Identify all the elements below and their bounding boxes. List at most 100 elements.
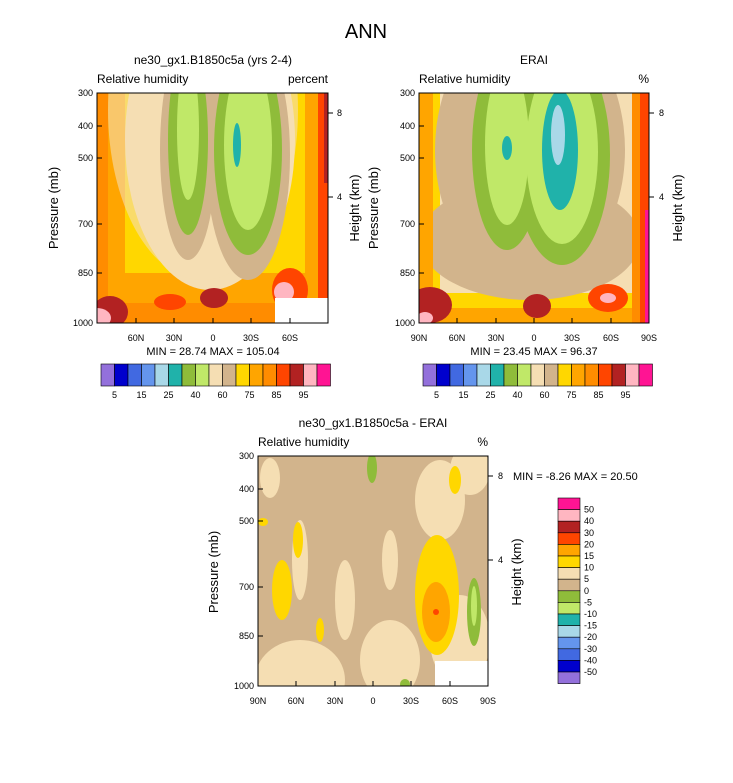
x-tick-label: 90S (480, 696, 496, 706)
panel-difference: ne30_gx1.B1850c5a - ERAI Relative humidi… (206, 416, 638, 706)
y-axis-title: Pressure (mb) (46, 167, 61, 249)
height-tick-label: 8 (337, 108, 342, 118)
colorbar-swatch (249, 363, 264, 387)
contour-field (97, 93, 328, 323)
colorbar-swatch (127, 363, 142, 387)
height-tick-label: 8 (498, 471, 503, 481)
units-label: percent (288, 72, 329, 86)
y-tick-label: 400 (239, 484, 254, 494)
colorbar-swatch (557, 544, 581, 557)
x-axis: 90N 60N 30N 0 30S 60S 90S (411, 318, 657, 343)
colorbar-swatch (557, 578, 581, 592)
height-axis-title: Height (km) (670, 174, 685, 241)
colorbar-label: 15 (458, 390, 468, 400)
y-tick-label: 700 (78, 219, 93, 229)
colorbar-swatch (557, 497, 581, 510)
colorbar-label: 50 (584, 505, 594, 515)
figure-title: ANN (345, 21, 387, 43)
variable-label: Relative humidity (419, 72, 510, 86)
y-axis-left: 300 400 500 700 850 1000 Pressure (mb) (46, 88, 102, 328)
colorbar-label: -40 (584, 655, 597, 665)
colorbar-swatch (625, 363, 640, 387)
colorbar-label: -10 (584, 609, 597, 619)
colorbar-label: 15 (584, 551, 594, 561)
y-tick-label: 500 (78, 153, 93, 163)
panel-title: ne30_gx1.B1850c5a (yrs 2-4) (134, 53, 292, 67)
colorbar-label: 75 (244, 390, 254, 400)
x-tick-label: 60N (449, 333, 466, 343)
colorbar-swatch (222, 363, 237, 387)
x-tick-label: 0 (210, 333, 215, 343)
x-tick-label: 30N (166, 333, 183, 343)
colorbar-label: 0 (584, 586, 589, 596)
variable-label: Relative humidity (97, 72, 188, 86)
x-tick-label: 30S (403, 696, 419, 706)
x-tick-label: 90N (411, 333, 428, 343)
units-label: % (638, 72, 649, 86)
colorbar-model: 5 15 25 40 60 75 85 95 (100, 363, 331, 400)
colorbar-swatch (557, 520, 581, 534)
y-axis-right: 8 4 Height (km) (488, 471, 524, 606)
colorbar-swatch (598, 363, 613, 387)
colorbar-swatch (557, 509, 581, 522)
contour-field (419, 93, 649, 323)
y-axis-right: 8 4 Height (km) (649, 108, 685, 242)
x-tick-label: 30S (243, 333, 259, 343)
colorbar-label: 25 (163, 390, 173, 400)
panel-title: ERAI (520, 53, 548, 67)
colorbar-label: 25 (485, 390, 495, 400)
y-tick-label: 850 (400, 268, 415, 278)
colorbar-label: -30 (584, 644, 597, 654)
colorbar-swatch (195, 363, 210, 387)
y-tick-label: 700 (400, 219, 415, 229)
colorbar-swatch (208, 363, 223, 387)
y-tick-label: 1000 (234, 681, 254, 691)
colorbar-swatch (557, 555, 581, 568)
panel-erai: ERAI Relative humidity % (366, 53, 685, 400)
colorbar-label: 10 (584, 563, 594, 573)
x-axis: 60N 30N 0 30S 60S (128, 318, 298, 343)
colorbar-swatch (303, 363, 318, 387)
x-tick-label: 90N (250, 696, 267, 706)
x-tick-label: 0 (531, 333, 536, 343)
colorbar-swatch (436, 363, 451, 387)
x-tick-label: 60N (128, 333, 145, 343)
x-tick-label: 60N (288, 696, 305, 706)
colorbar-swatch (557, 636, 581, 650)
colorbar-swatch (490, 363, 505, 387)
colorbar-label: -15 (584, 621, 597, 631)
colorbar-swatch (100, 363, 115, 387)
colorbar-swatch (422, 363, 437, 387)
colorbar-label: -5 (584, 597, 592, 607)
x-tick-label: 90S (641, 333, 657, 343)
min-max-label: MIN = 23.45 MAX = 96.37 (470, 346, 597, 358)
colorbar-swatch (141, 363, 156, 387)
x-tick-label: 60S (282, 333, 298, 343)
panel-model: ne30_gx1.B1850c5a (yrs 2-4) Relative hum… (46, 53, 362, 400)
x-tick-label: 0 (370, 696, 375, 706)
colorbar-swatch (571, 363, 586, 387)
y-tick-label: 400 (78, 121, 93, 131)
colorbar-swatch (584, 363, 599, 387)
colorbar-swatch (557, 613, 581, 626)
height-axis-title: Height (km) (509, 538, 524, 605)
colorbar-label: 85 (271, 390, 281, 400)
x-tick-label: 60S (442, 696, 458, 706)
colorbar-label: -20 (584, 632, 597, 642)
height-axis-title: Height (km) (347, 174, 362, 241)
colorbar-swatch (611, 363, 626, 387)
units-label: % (477, 435, 488, 449)
contour-field (258, 456, 488, 686)
x-tick-label: 30N (327, 696, 344, 706)
colorbar-label: 95 (620, 390, 630, 400)
colorbar-swatch (544, 363, 559, 387)
x-tick-label: 30S (564, 333, 580, 343)
colorbar-label: 40 (512, 390, 522, 400)
colorbar-erai: 5 15 25 40 60 75 85 95 (422, 363, 653, 400)
height-tick-label: 4 (498, 555, 503, 565)
min-max-label: MIN = -8.26 MAX = 20.50 (513, 471, 638, 483)
colorbar-swatch (557, 648, 581, 661)
colorbar-swatch (154, 363, 169, 387)
colorbar-swatch (557, 567, 581, 580)
